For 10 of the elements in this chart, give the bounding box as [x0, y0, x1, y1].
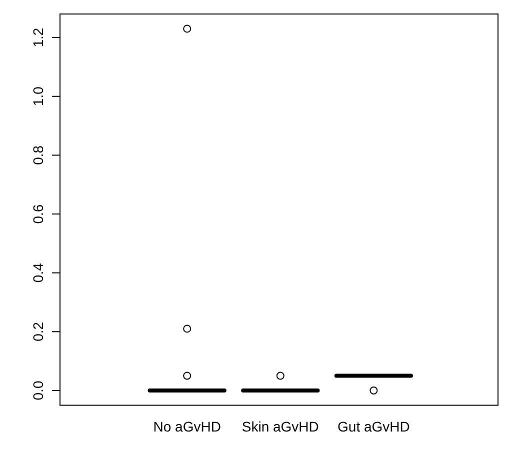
y-tick-label: 0.8: [30, 145, 46, 165]
x-tick-label: Gut aGvHD: [338, 418, 410, 434]
y-tick-label: 0.6: [30, 204, 46, 224]
x-tick-label: Skin aGvHD: [242, 418, 319, 434]
y-tick-label: 1.2: [30, 28, 46, 48]
x-tick-label: No aGvHD: [153, 418, 221, 434]
y-tick-label: 0.0: [30, 380, 46, 400]
y-tick-label: 0.2: [30, 322, 46, 342]
y-tick-label: 0.4: [30, 262, 46, 283]
y-tick-label: 1.0: [30, 86, 46, 106]
